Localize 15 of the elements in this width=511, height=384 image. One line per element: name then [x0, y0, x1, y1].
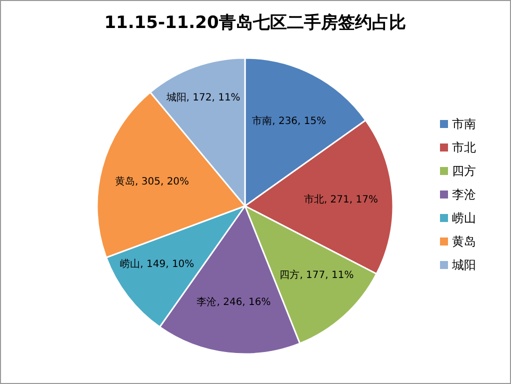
legend-label: 崂山	[452, 211, 476, 225]
legend-label: 黄岛	[452, 234, 476, 248]
legend-label: 市南	[452, 117, 476, 131]
data-label: 市北, 271, 17%	[304, 194, 378, 206]
data-label: 崂山, 149, 10%	[120, 258, 194, 270]
legend-label: 李沧	[452, 188, 476, 202]
data-label: 市南, 236, 15%	[252, 115, 326, 128]
data-label: 城阳, 172, 11%	[165, 91, 240, 104]
data-label: 黄岛, 305, 20%	[115, 176, 190, 188]
data-label: 李沧, 246, 16%	[196, 296, 271, 308]
legend-label: 城阳	[451, 258, 476, 272]
data-label: 四方, 177, 11%	[280, 268, 354, 281]
legend-label: 四方	[452, 164, 476, 178]
legend-label: 市北	[452, 140, 476, 154]
chart-title: 11.15-11.20青岛七区二手房签约占比	[104, 13, 406, 33]
